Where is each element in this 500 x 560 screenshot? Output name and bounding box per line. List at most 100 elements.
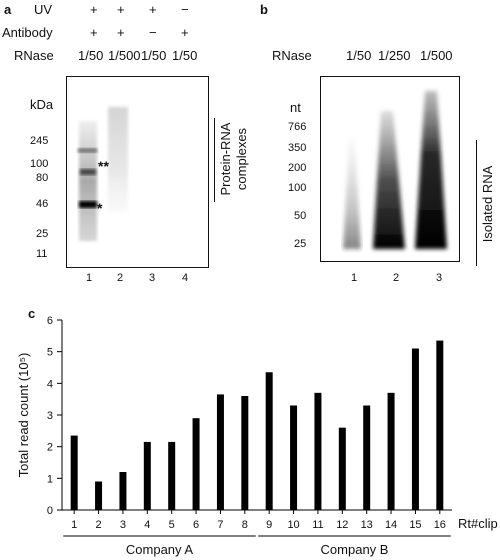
group-brackets: Company A Company B [63, 535, 451, 557]
y-tick-label-6: 6 [47, 315, 53, 327]
x-tick-label-3: 3 [120, 519, 126, 531]
gel-image-b [320, 76, 460, 262]
bar-4 [143, 441, 151, 510]
bar-7 [216, 394, 224, 510]
x-tick-label-4: 4 [144, 519, 150, 531]
lane-a-3: 3 [149, 272, 156, 284]
x-tick-label-1: 1 [71, 519, 77, 531]
x-tick-label-14: 14 [385, 519, 397, 531]
marker-a-25: 25 [36, 228, 49, 240]
band-mark-double: ** [98, 158, 109, 174]
y-axis-label: Total read count (10⁵) [16, 353, 31, 478]
marker-b-25: 25 [294, 238, 307, 250]
bar-14 [387, 392, 395, 510]
y-tick-label-4: 4 [47, 378, 53, 390]
bars [70, 340, 444, 510]
lane-b-1: 1 [351, 272, 358, 284]
rnase-a-1: 1/50 [78, 48, 104, 63]
x-tick-label-8: 8 [242, 519, 248, 531]
bracket-a-label-2: complexes [234, 127, 249, 191]
x-tick-label-2: 2 [96, 519, 102, 531]
y-tick-label-3: 3 [47, 410, 53, 422]
panel-b-letter: b [260, 2, 268, 17]
lane-b-3: 3 [436, 272, 443, 284]
bar-5 [168, 441, 176, 510]
bar-11 [314, 392, 322, 510]
band-mark-single: * [97, 200, 103, 216]
nt-unit-label: nt [290, 100, 301, 115]
marker-b-350: 350 [288, 142, 307, 154]
lane-a-2: 2 [117, 272, 124, 284]
gel-image-a-drawing [78, 107, 128, 241]
antibody-value-4: + [181, 25, 189, 40]
x-tick-label-13: 13 [361, 519, 373, 531]
y-tick-label-0: 0 [47, 505, 53, 517]
marker-a-80: 80 [36, 172, 49, 184]
bracket-b-label: Isolated RNA [480, 165, 495, 243]
marker-a-46: 46 [36, 198, 49, 210]
lane-a-4: 4 [182, 272, 189, 284]
y-tick-label-2: 2 [47, 442, 53, 454]
gel-image-b-drawing [343, 91, 447, 249]
uv-value-3: + [149, 2, 157, 17]
x-tick-label-11: 11 [312, 519, 323, 531]
y-tick-label-1: 1 [47, 473, 53, 485]
rnase-a-3: 1/50 [141, 48, 167, 63]
kda-unit-label: kDa [30, 97, 54, 112]
x-tick-label-12: 12 [336, 519, 348, 531]
rnase-b-1: 1/50 [346, 48, 372, 63]
x-tick-label-9: 9 [266, 519, 272, 531]
bar-8 [241, 396, 249, 510]
bar-10 [290, 405, 298, 510]
bar-1 [70, 435, 78, 510]
group-label-2: Company B [321, 542, 389, 557]
lane-b-2: 2 [393, 272, 400, 284]
y-tick-label-5: 5 [47, 347, 53, 359]
rnase-b-3: 1/500 [420, 48, 453, 63]
marker-a-11: 11 [36, 248, 48, 260]
marker-b-50: 50 [294, 210, 307, 222]
lane-a-1: 1 [86, 272, 93, 284]
marker-a-245: 245 [30, 135, 49, 147]
rnase-row-label-a: RNase [14, 48, 54, 63]
rnase-b-2: 1/250 [378, 48, 411, 63]
bar-6 [192, 418, 200, 510]
marker-b-200: 200 [288, 162, 307, 174]
panel-c-letter: c [28, 306, 36, 321]
bar-9 [265, 372, 273, 510]
x-tick-label-5: 5 [169, 519, 175, 531]
bar-3 [119, 472, 127, 510]
antibody-value-1: + [90, 25, 98, 40]
group-label-1: Company A [126, 542, 194, 557]
y-ticks: 0 1 2 3 4 5 6 [47, 315, 62, 517]
bar-12 [338, 427, 346, 510]
rnase-a-4: 1/50 [172, 48, 198, 63]
uv-row-label: UV [34, 2, 53, 17]
antibody-value-2: + [117, 25, 125, 40]
bracket-b [476, 140, 477, 266]
panel-a-letter: a [4, 2, 12, 17]
bar-2 [95, 481, 103, 510]
antibody-row-label: Antibody [2, 25, 53, 40]
antibody-value-3: − [149, 25, 157, 40]
x-tick-label-15: 15 [409, 519, 421, 531]
bracket-a [214, 118, 215, 202]
x-tick-label-6: 6 [193, 519, 199, 531]
x-tick-label-7: 7 [217, 519, 223, 531]
uv-value-4: − [181, 2, 189, 17]
x-ticks: 1 2 3 4 5 6 7 8 9 10 11 12 13 14 15 16 [71, 510, 446, 531]
gel-image-a [66, 76, 209, 268]
bar-13 [363, 405, 371, 510]
bar-16 [436, 340, 444, 510]
marker-b-100: 100 [288, 182, 307, 194]
marker-a-100: 100 [30, 158, 49, 170]
x-tick-label-16: 16 [434, 519, 446, 531]
marker-b-766: 766 [288, 121, 307, 133]
x-axis-label: Rt#clip [458, 516, 498, 531]
x-tick-label-10: 10 [287, 519, 299, 531]
rnase-row-label-b: RNase [272, 48, 312, 63]
rnase-a-2: 1/500 [108, 48, 141, 63]
uv-value-1: + [90, 2, 98, 17]
bar-15 [411, 348, 419, 510]
